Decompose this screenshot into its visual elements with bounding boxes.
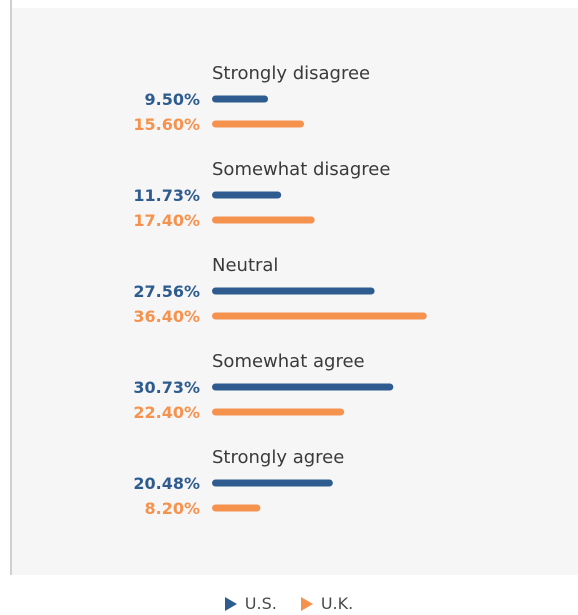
bar-us[interactable] — [212, 479, 333, 487]
bar-uk[interactable] — [212, 312, 427, 320]
bar-us[interactable] — [212, 191, 282, 199]
legend-marker-icon — [224, 596, 237, 611]
bar-uk[interactable] — [212, 408, 345, 416]
value-label: 17.40% — [133, 211, 200, 230]
bar-us[interactable] — [212, 95, 269, 103]
category-label: Strongly agree — [212, 447, 344, 468]
bar-us[interactable] — [212, 383, 394, 391]
legend-label-us: U.S. — [244, 594, 277, 613]
left-axis-line — [10, 0, 12, 575]
legend-item-uk[interactable]: U.K. — [300, 594, 354, 613]
value-label: 8.20% — [144, 499, 200, 518]
legend-label-uk: U.K. — [320, 594, 354, 613]
value-label: 30.73% — [133, 378, 200, 397]
bar-uk[interactable] — [212, 120, 305, 128]
bar-us[interactable] — [212, 287, 375, 295]
bar-uk[interactable] — [212, 216, 315, 224]
legend-item-us[interactable]: U.S. — [224, 594, 277, 613]
value-label: 9.50% — [144, 90, 200, 109]
legend: U.S. U.K. — [0, 594, 578, 613]
bar-uk[interactable] — [212, 504, 261, 512]
value-label: 20.48% — [133, 474, 200, 493]
bar-chart: Strongly disagree 9.50% 15.60% Somewhat dis… — [133, 63, 427, 518]
category-label: Neutral — [212, 255, 278, 276]
value-label: 27.56% — [133, 282, 200, 301]
value-label: 15.60% — [133, 115, 200, 134]
value-label: 36.40% — [133, 307, 200, 326]
value-label: 11.73% — [133, 186, 200, 205]
legend-marker-icon — [300, 596, 313, 611]
category-label: Somewhat agree — [212, 351, 365, 372]
category-label: Somewhat disagree — [212, 159, 390, 180]
value-label: 22.40% — [133, 403, 200, 422]
category-label: Strongly disagree — [212, 63, 370, 84]
